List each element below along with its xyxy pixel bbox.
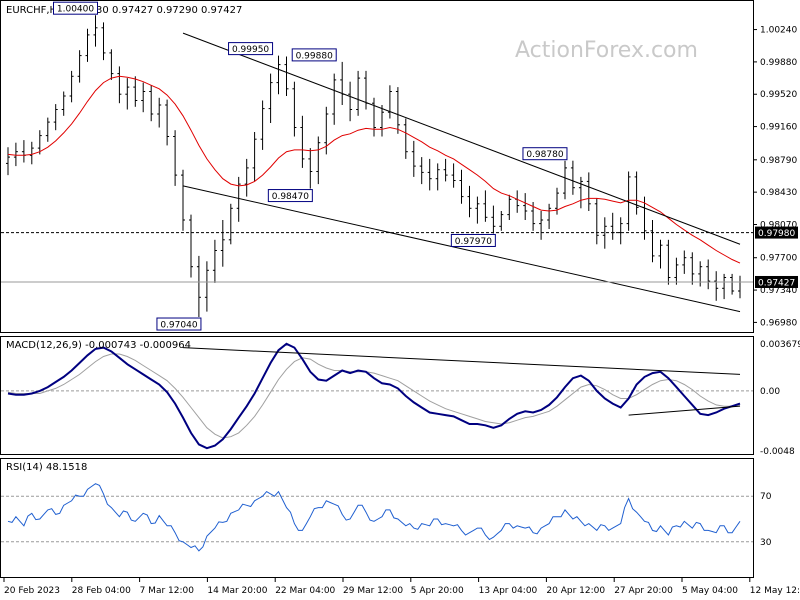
price-annotation: 0.97040: [160, 321, 197, 331]
macd-series: [1, 342, 753, 450]
price-overlay: [1, 32, 753, 313]
price-panel: [0, 0, 754, 333]
price-annotation: 0.99880: [296, 51, 333, 61]
watermark: ActionForex.com: [515, 38, 698, 63]
price-annotation-box: [156, 317, 202, 331]
reference-level-tag-bg: [755, 226, 798, 239]
x-tick-label: 27 Apr 20:00: [614, 586, 673, 596]
x-tick-label: 14 Mar 20:00: [207, 586, 267, 596]
price-y-tick: 0.99880: [760, 58, 797, 68]
price-y-axis: 1.00240 0.99880 0.99520 0.99160 0.98790 0.984…: [753, 26, 798, 328]
price-annotation: 0.99950: [232, 45, 269, 55]
price-series: [6, 15, 742, 317]
macd-y-tick: 0.00: [760, 387, 780, 397]
macd-y-tick: 0.003679: [760, 340, 800, 350]
x-tick-label: 22 Mar 04:00: [275, 586, 335, 596]
x-tick-label: 12 May 12:00: [750, 586, 800, 596]
price-annotation: 0.98470: [272, 192, 309, 202]
price-annotation-box: [267, 189, 313, 203]
x-tick-label: 20 Apr 12:00: [546, 586, 605, 596]
rsi-label: RSI(14) 48.1518: [6, 462, 87, 473]
rsi-y-tick: 70: [760, 492, 772, 502]
x-tick-label: 28 Feb 04:00: [72, 586, 131, 596]
x-axis: 20 Feb 2023 28 Feb 04:00 7 Mar 12:00 14 Mar…: [3, 578, 800, 596]
price-y-tick: 0.97340: [760, 286, 797, 296]
x-tick-label: 7 Mar 12:00: [140, 586, 195, 596]
rsi-panel: [0, 458, 754, 578]
price-y-tick: 1.00240: [760, 26, 797, 36]
x-tick-label: 29 Mar 12:00: [343, 586, 403, 596]
reference-level-tag: 0.97980: [758, 229, 795, 239]
price-y-tick: 0.98070: [760, 220, 797, 230]
price-annotation-box: [522, 147, 568, 161]
rsi-line: [7, 483, 741, 552]
price-annotations: 1.00400 0.99950 0.99880 0.98470 0.98780 0.979…: [53, 1, 568, 331]
current-price-tag: 0.97427: [758, 278, 795, 288]
price-y-tick: 0.99520: [760, 90, 797, 100]
price-annotation-box: [228, 42, 274, 56]
symbol-label: EURCHF,H4 0.97330 0.97427 0.97290 0.97427: [6, 5, 242, 16]
moving-average-line: [7, 75, 741, 264]
macd-line: [7, 342, 741, 450]
price-y-tick: 0.97700: [760, 254, 797, 264]
rsi-series: [1, 483, 753, 552]
macd-trendline: [628, 405, 741, 416]
rsi-y-tick: 30: [760, 538, 772, 548]
x-tick-label: 5 Apr 20:00: [411, 586, 464, 596]
x-tick-label: 13 Apr 04:00: [479, 586, 538, 596]
channel-trendline: [182, 185, 741, 313]
price-annotation-box: [291, 48, 337, 62]
x-tick-label: 20 Feb 2023: [4, 586, 60, 596]
rsi-y-axis: 70 30: [760, 492, 772, 548]
macd-y-axis: 0.003679 0.00 -0.0048: [760, 340, 800, 457]
macd-signal-line: [7, 353, 741, 439]
price-y-tick: 0.96980: [760, 318, 797, 328]
price-annotation: 1.00400: [57, 5, 94, 15]
channel-trendline: [182, 32, 741, 245]
price-y-tick: 0.98790: [760, 156, 797, 166]
price-annotation: 0.97970: [455, 237, 492, 247]
price-annotation-box: [450, 233, 496, 247]
price-y-tick: 0.99160: [760, 123, 797, 133]
macd-label: MACD(12,26,9) -0.000743 -0.000964: [6, 340, 191, 351]
price-annotation: 0.98780: [526, 150, 563, 160]
x-tick-label: 5 May 04:00: [682, 586, 738, 596]
price-annotation-box: [53, 1, 99, 15]
macd-trendline: [183, 347, 741, 375]
macd-y-tick: -0.0048: [760, 447, 795, 457]
price-y-tick: 0.98430: [760, 188, 797, 198]
current-price-tag-bg: [755, 275, 798, 288]
